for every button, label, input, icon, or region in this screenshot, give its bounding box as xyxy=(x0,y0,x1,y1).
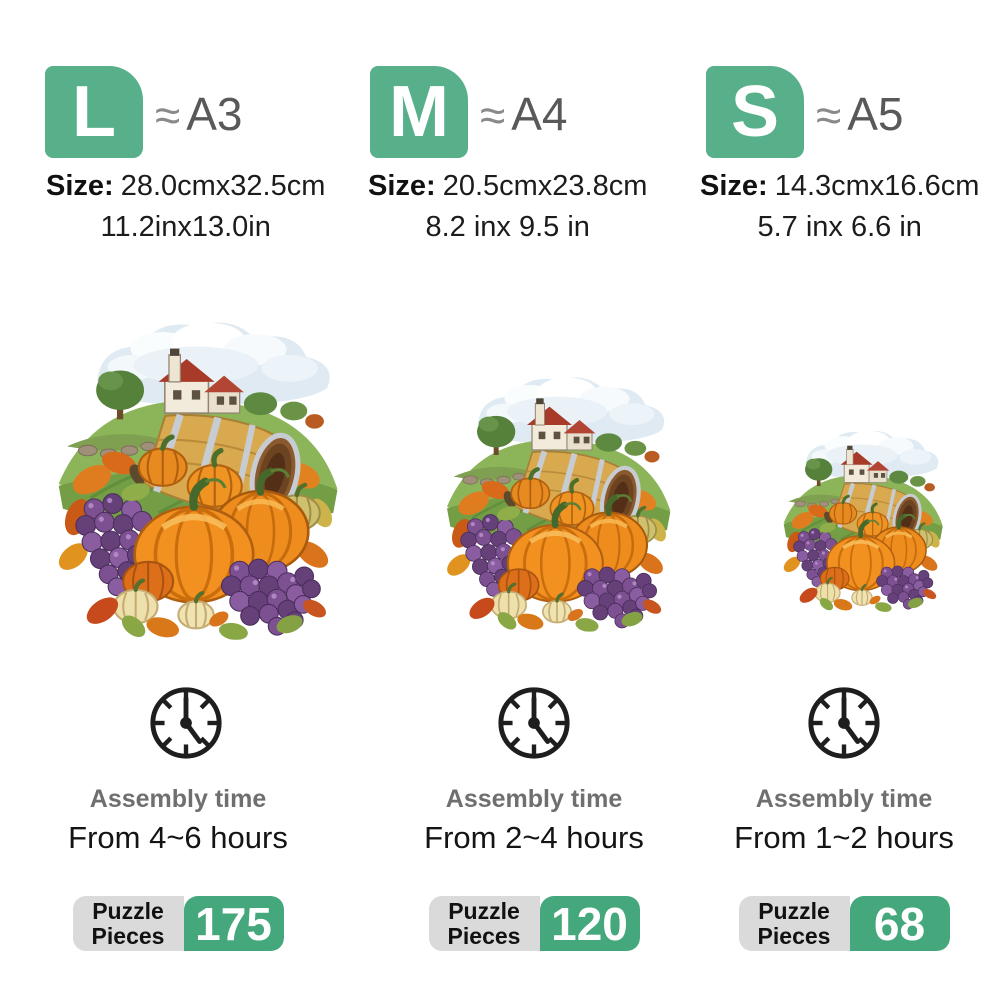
size-line-cm: Size: 20.5cmx23.8cm xyxy=(368,170,647,203)
size-label: Size: xyxy=(46,170,114,202)
assembly-time-value: From 2~4 hours xyxy=(424,820,644,855)
assembly-time-label: Assembly time xyxy=(89,785,267,813)
size-cm-value: 20.5cmx23.8cm xyxy=(442,170,648,202)
clock-icon-box xyxy=(805,684,883,767)
size-column-small: S ≈ A5 Size: 14.3cmx16.6cm 5.7 inx 6.6 in… xyxy=(700,0,1000,1000)
size-inches-value: 5.7 inx 6.6 in xyxy=(757,211,922,243)
paper-size-label: A4 xyxy=(511,88,568,140)
size-inches-value: 11.2inx13.0in xyxy=(100,211,271,243)
approx-symbol: ≈ xyxy=(480,89,506,141)
pieces-word-2: Pieces xyxy=(447,922,521,949)
size-cm-value: 28.0cmx32.5cm xyxy=(120,170,326,202)
clock-icon xyxy=(805,684,883,762)
size-letter-badge: L xyxy=(45,66,143,158)
approx-symbol: ≈ xyxy=(155,89,181,141)
assembly-time-label: Assembly time xyxy=(755,785,933,813)
pieces-word-2: Pieces xyxy=(91,922,165,949)
size-letter-badge: M xyxy=(370,66,468,158)
puzzle-pieces-label: Puzzle Pieces xyxy=(738,896,850,951)
clock-icon-box xyxy=(147,684,225,767)
harvest-puzzle-illustration xyxy=(40,307,352,640)
size-block: Size: 14.3cmx16.6cm 5.7 inx 6.6 in xyxy=(700,170,979,244)
paper-size-label: A3 xyxy=(186,88,243,140)
size-letter-badge: S xyxy=(706,66,804,158)
illustration-area xyxy=(0,244,356,640)
size-block: Size: 28.0cmx32.5cm 11.2inx13.0in xyxy=(46,170,325,244)
size-label: Size: xyxy=(700,170,768,202)
size-label: Size: xyxy=(368,170,436,202)
puzzle-pieces-label: Puzzle Pieces xyxy=(72,896,184,951)
size-column-large: L ≈ A3 Size: 28.0cmx32.5cm 11.2inx13.0in … xyxy=(0,0,356,1000)
paper-size-label: A5 xyxy=(847,88,904,140)
harvest-puzzle-illustration xyxy=(773,422,951,612)
clock-icon-box xyxy=(495,684,573,767)
puzzle-pieces-badge: Puzzle Pieces 175 xyxy=(72,896,284,951)
assembly-time-value: From 1~2 hours xyxy=(734,820,954,855)
size-block: Size: 20.5cmx23.8cm 8.2 inx 9.5 in xyxy=(368,170,647,244)
illustration-area xyxy=(356,244,712,640)
puzzle-pieces-label: Puzzle Pieces xyxy=(428,896,540,951)
size-line-cm: Size: 28.0cmx32.5cm xyxy=(46,170,325,203)
harvest-puzzle-illustration xyxy=(432,365,682,632)
pieces-word-1: Puzzle xyxy=(448,897,520,924)
size-inches-value: 8.2 inx 9.5 in xyxy=(425,211,590,243)
header-row: L ≈ A3 xyxy=(45,66,243,158)
size-cm-value: 14.3cmx16.6cm xyxy=(774,170,980,202)
clock-icon xyxy=(147,684,225,762)
puzzle-pieces-badge: Puzzle Pieces 120 xyxy=(428,896,640,951)
assembly-time-label: Assembly time xyxy=(445,785,623,813)
assembly-time-value: From 4~6 hours xyxy=(68,820,288,855)
header-row: M ≈ A4 xyxy=(370,66,568,158)
header-row: S ≈ A5 xyxy=(706,66,904,158)
pieces-word-2: Pieces xyxy=(757,922,831,949)
approx-symbol: ≈ xyxy=(816,89,842,141)
pieces-word-1: Puzzle xyxy=(92,897,164,924)
illustration-area xyxy=(712,244,1000,640)
puzzle-pieces-count: 175 xyxy=(183,896,284,951)
puzzle-pieces-badge: Puzzle Pieces 68 xyxy=(738,896,950,951)
puzzle-pieces-count: 68 xyxy=(849,896,950,951)
pieces-word-1: Puzzle xyxy=(758,897,830,924)
size-line-cm: Size: 14.3cmx16.6cm xyxy=(700,170,979,203)
puzzle-pieces-count: 120 xyxy=(539,896,640,951)
clock-icon xyxy=(495,684,573,762)
size-column-medium: M ≈ A4 Size: 20.5cmx23.8cm 8.2 inx 9.5 in… xyxy=(356,0,712,1000)
